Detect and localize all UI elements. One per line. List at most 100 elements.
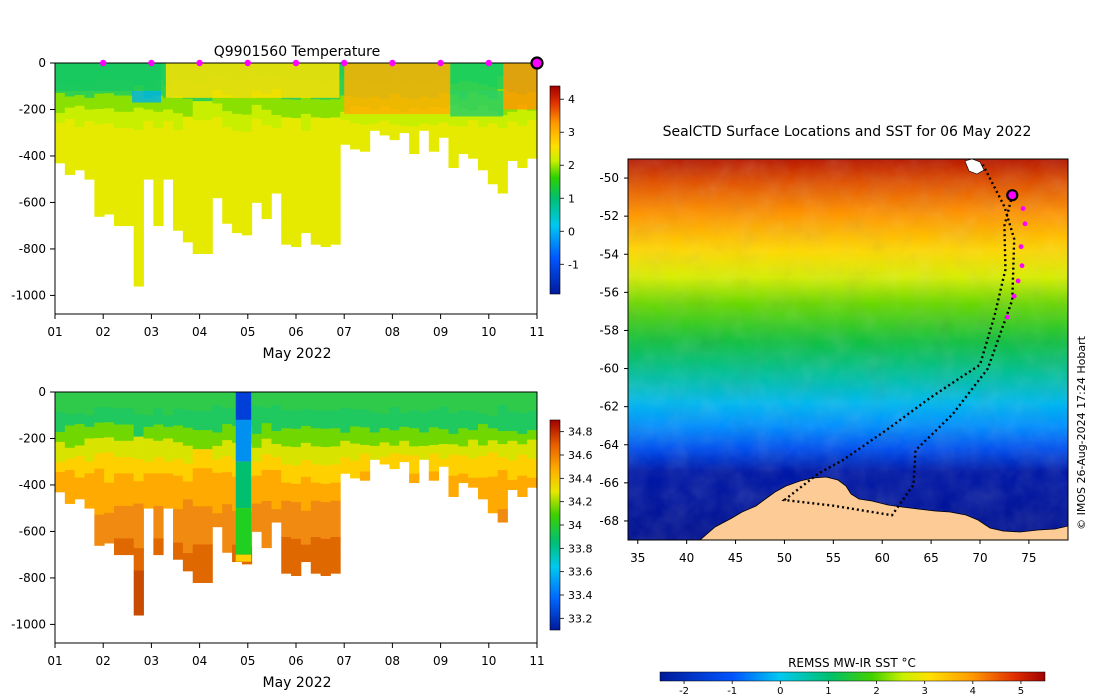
section-cell: [153, 424, 164, 442]
section-cell: [487, 428, 499, 441]
section-cell: [310, 446, 321, 465]
section-cell: [320, 428, 331, 448]
section-cell: [418, 392, 430, 400]
section-cell: [487, 147, 499, 161]
sst-colorbar-label: REMSS MW-IR SST °C: [788, 656, 916, 670]
section-cell: [143, 426, 154, 439]
section-cell: [94, 484, 105, 500]
section-cell: [133, 436, 144, 460]
section-cell: [55, 132, 66, 144]
section-cell: [330, 392, 341, 411]
section-cell: [123, 95, 135, 113]
section-cell: [251, 517, 262, 532]
section-cell: [123, 408, 135, 425]
section-cell: [458, 81, 469, 91]
section-cell: [84, 415, 95, 428]
section-cell: [241, 97, 253, 115]
section-cell: [74, 477, 85, 489]
x-tick-label: 08: [385, 325, 400, 339]
section-cell: [104, 183, 115, 200]
lon-tick-label: 35: [630, 551, 645, 565]
section-cell: [379, 428, 390, 436]
section-cell: [300, 164, 312, 183]
section-cell: [399, 440, 410, 449]
section-cell: [340, 111, 351, 121]
section-cell: [350, 123, 361, 133]
section-cell: [507, 421, 518, 432]
section-cell: [271, 141, 282, 155]
section-cell: [517, 475, 528, 487]
section-cell: [281, 99, 292, 118]
section-cell: [261, 125, 272, 142]
seal-daily-location: [1004, 314, 1010, 320]
section-cell: [438, 451, 449, 460]
section-cell: [507, 131, 518, 142]
profile-marker: [437, 59, 444, 67]
section-cell: [487, 416, 499, 429]
section-cell: [389, 399, 400, 408]
section-cell: [114, 160, 125, 178]
section-cell: [114, 424, 125, 442]
section-cell: [399, 118, 410, 127]
section-cell: [261, 407, 272, 424]
section-cell: [143, 403, 154, 416]
section-cell: [55, 122, 66, 134]
section-layer: [450, 90, 504, 117]
section-cell: [330, 117, 341, 136]
section-cell: [468, 439, 479, 450]
section-cell: [64, 470, 76, 482]
section-cell: [399, 454, 410, 463]
section-cell: [527, 139, 537, 150]
section-cell: [153, 209, 164, 227]
section-cell: [261, 140, 272, 157]
section-cell: [517, 157, 528, 168]
section-layer: [503, 63, 537, 110]
section-cell: [418, 116, 430, 125]
section-cell: [310, 500, 321, 520]
section-cell: [232, 113, 243, 132]
section-cell: [399, 125, 410, 134]
section-cell: [438, 414, 449, 423]
section-cell: [477, 424, 489, 436]
colorbar-tick-label: 33.8: [568, 542, 593, 555]
section-cell: [300, 181, 312, 200]
section-cell: [468, 401, 479, 412]
section-cell: [310, 208, 321, 227]
section-cell: [310, 226, 321, 245]
lat-tick-label: -66: [599, 476, 619, 490]
section-cell: [163, 473, 174, 486]
section-cell: [222, 456, 233, 473]
section-cell: [438, 444, 449, 452]
section-cell: [222, 127, 233, 144]
section-cell: [320, 191, 331, 211]
temperature-y-ticks: 0 -200 -400 -600 -800 -1000: [11, 56, 55, 302]
section-cell: [379, 442, 390, 451]
section-cell: [291, 410, 302, 430]
section-cell: [281, 171, 292, 191]
section-cell: [517, 423, 528, 435]
salinity-colorbar: [549, 419, 561, 631]
section-cell: [389, 116, 400, 125]
section-cell: [202, 215, 213, 235]
section-cell: [84, 461, 95, 474]
section-cell: [133, 219, 144, 242]
section-cell: [350, 400, 361, 410]
section-cell: [212, 116, 223, 131]
section-cell: [477, 456, 489, 468]
section-cell: [428, 124, 440, 135]
section-cell: [468, 411, 479, 421]
section-cell: [64, 403, 76, 415]
section-cell: [182, 170, 194, 189]
profile-marker: [292, 59, 300, 67]
section-cell: [143, 473, 154, 486]
section-cell: [281, 500, 292, 520]
section-cell: [251, 461, 262, 477]
section-cell: [359, 409, 371, 419]
section-cell: [428, 462, 440, 472]
section-cell: [251, 174, 262, 189]
section-cell: [94, 407, 105, 424]
section-cell: [55, 481, 66, 493]
section-cell: [94, 170, 105, 187]
section-cell: [468, 139, 479, 150]
section-cell: [409, 401, 420, 411]
